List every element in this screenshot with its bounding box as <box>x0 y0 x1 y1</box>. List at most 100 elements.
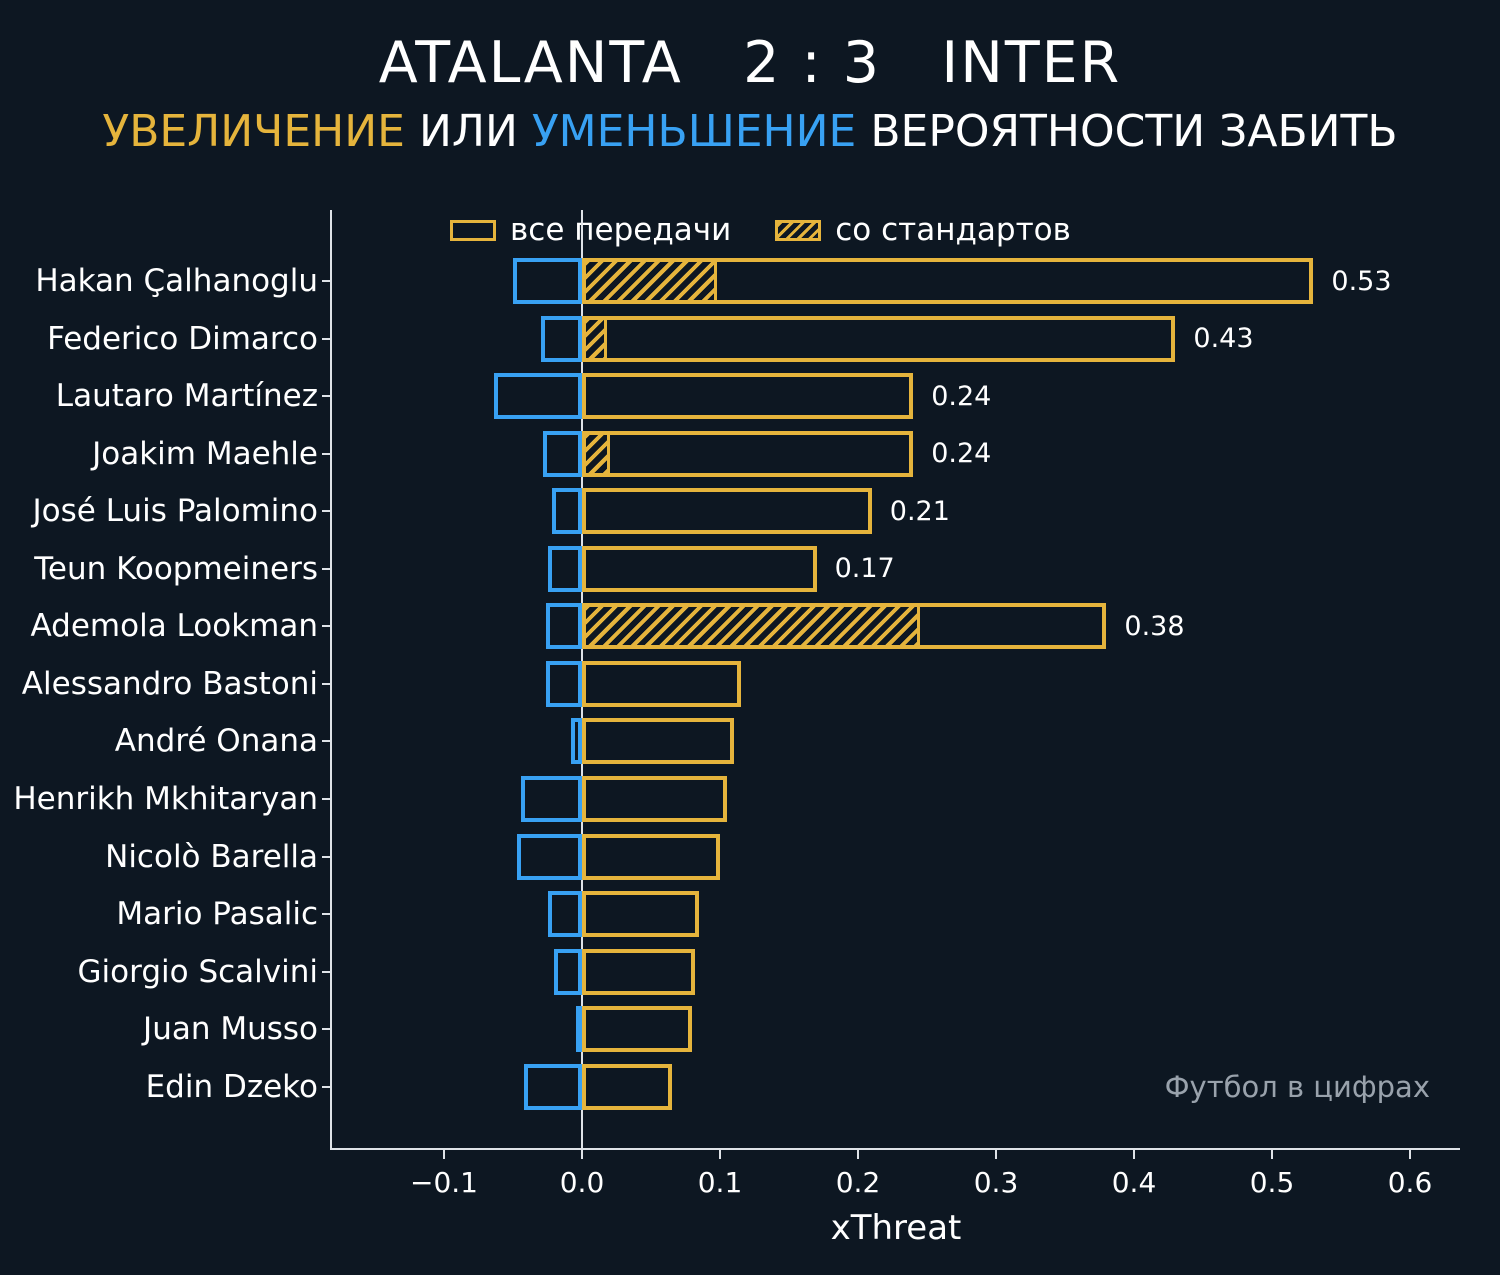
x-tick-label: 0.1 <box>697 1166 743 1199</box>
y-tick <box>322 797 330 800</box>
x-tick <box>581 1150 583 1159</box>
chart-subtitle: УВЕЛИЧЕНИЕ ИЛИ УМЕНЬШЕНИЕ ВЕРОЯТНОСТИ ЗА… <box>0 106 1500 157</box>
decrease-bar <box>570 718 582 765</box>
decrease-bar <box>547 891 582 938</box>
x-tick <box>1409 1150 1411 1159</box>
subtitle-rest: ВЕРОЯТНОСТИ ЗАБИТЬ <box>856 106 1398 157</box>
y-axis-labels: Hakan Çalhanoglu Federico Dimarco Lautaro … <box>0 210 318 1150</box>
player-label: Edin Dzeko <box>145 1068 318 1105</box>
bar-value-label: 0.53 <box>1331 265 1392 297</box>
increase-bar <box>582 1006 693 1053</box>
increase-bar <box>582 373 914 420</box>
decrease-bar <box>543 430 582 477</box>
decrease-bar <box>513 258 582 304</box>
x-tick-label: 0.6 <box>1387 1166 1433 1199</box>
x-tick <box>995 1150 997 1159</box>
player-label: Nicolò Barella <box>105 838 318 875</box>
plot-area: все передачи со стандартов Футбол в цифр… <box>322 210 1460 1248</box>
x-tick-label: 0.3 <box>973 1166 1019 1199</box>
y-tick <box>322 395 330 398</box>
decrease-bar <box>554 948 582 995</box>
x-tick-label: 0.0 <box>559 1166 605 1199</box>
player-label: Lautaro Martínez <box>55 378 318 415</box>
decrease-bar <box>547 545 582 592</box>
increase-bar <box>582 891 700 938</box>
set-piece-bar <box>582 258 718 304</box>
player-label: André Onana <box>114 723 318 760</box>
increase-bar <box>582 430 914 477</box>
x-tick <box>857 1150 859 1159</box>
player-label: Hakan Çalhanoglu <box>35 263 318 299</box>
subtitle-middle: ИЛИ <box>404 106 532 157</box>
x-tick <box>719 1150 721 1159</box>
x-tick-label: −0.1 <box>410 1166 478 1199</box>
bar-value-label: 0.38 <box>1124 610 1185 642</box>
player-label: Giorgio Scalvini <box>77 953 318 990</box>
bar-value-label: 0.43 <box>1193 323 1254 355</box>
x-tick-label: 0.4 <box>1111 1166 1157 1199</box>
y-tick <box>322 567 330 570</box>
x-tick <box>1133 1150 1135 1159</box>
decrease-bar <box>546 660 582 707</box>
increase-bar <box>582 315 1176 362</box>
player-label: Ademola Lookman <box>30 608 319 645</box>
y-tick <box>322 280 330 282</box>
increase-bar <box>582 488 872 535</box>
bar-value-label: 0.24 <box>931 438 992 470</box>
set-piece-bar <box>582 315 607 362</box>
legend: все передачи со стандартов <box>450 212 1071 248</box>
y-tick <box>322 337 330 340</box>
player-label: Mario Pasalic <box>116 896 318 933</box>
y-tick <box>322 1028 330 1031</box>
watermark: Футбол в цифрах <box>1164 1070 1430 1104</box>
y-tick <box>322 625 330 628</box>
decrease-bar <box>517 833 582 880</box>
x-tick-label: 0.5 <box>1249 1166 1295 1199</box>
y-tick <box>322 682 330 685</box>
increase-bar <box>582 718 734 765</box>
subtitle-decrease: УМЕНЬШЕНИЕ <box>531 106 857 157</box>
y-tick <box>322 1085 330 1088</box>
x-tick-label: 0.2 <box>835 1166 881 1199</box>
player-label: José Luis Palomino <box>32 493 318 530</box>
x-tick <box>1271 1150 1273 1159</box>
legend-all-passes-label: все передачи <box>510 212 732 248</box>
legend-item-all-passes: все передачи <box>450 212 731 248</box>
player-label: Henrikh Mkhitaryan <box>13 780 318 817</box>
player-label: Federico Dimarco <box>47 320 318 357</box>
legend-set-pieces-swatch <box>775 219 822 241</box>
y-tick <box>322 855 330 858</box>
subtitle-increase: УВЕЛИЧЕНИЕ <box>102 106 405 157</box>
bar-value-label: 0.24 <box>931 380 992 412</box>
set-piece-bar <box>582 603 921 650</box>
y-tick <box>322 970 330 973</box>
legend-item-set-pieces: со стандартов <box>775 212 1071 248</box>
x-tick <box>443 1150 445 1159</box>
bar-value-label: 0.17 <box>834 553 895 585</box>
decrease-bar <box>524 1063 582 1110</box>
decrease-bar <box>546 603 582 650</box>
increase-bar <box>582 545 817 592</box>
y-tick <box>322 740 330 743</box>
y-tick <box>322 510 330 513</box>
decrease-bar <box>493 373 582 420</box>
set-piece-bar <box>582 430 610 477</box>
increase-bar <box>582 1063 672 1110</box>
decrease-bar <box>521 775 582 822</box>
legend-all-passes-swatch <box>450 219 496 241</box>
player-label: Alessandro Bastoni <box>21 665 318 702</box>
legend-set-pieces-label: со стандартов <box>835 212 1071 248</box>
player-label: Joakim Maehle <box>92 435 318 472</box>
decrease-bar <box>540 315 582 362</box>
player-label: Teun Koopmeiners <box>34 550 318 587</box>
x-axis-label: xThreat <box>830 1208 962 1248</box>
increase-bar <box>582 948 696 995</box>
player-label: Juan Musso <box>143 1011 318 1048</box>
bar-value-label: 0.21 <box>889 495 950 527</box>
increase-bar <box>582 775 727 822</box>
y-tick <box>322 452 330 455</box>
match-title: ATALANTA 2 : 3 INTER <box>378 30 1122 96</box>
y-tick <box>322 913 330 916</box>
increase-bar <box>582 833 720 880</box>
